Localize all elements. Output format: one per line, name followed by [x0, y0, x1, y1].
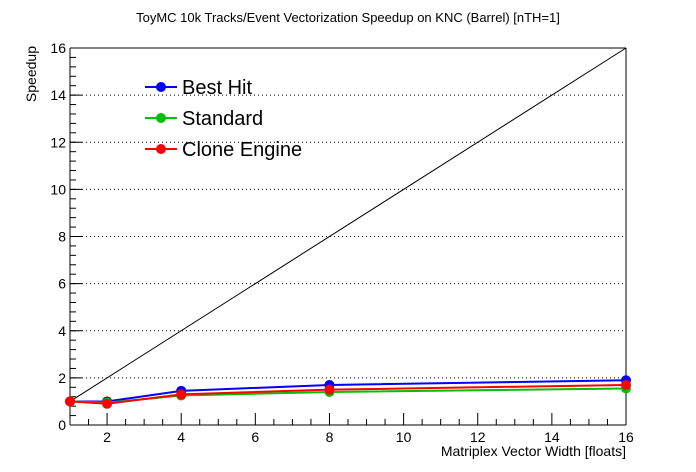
tick-labels: 0 2 4 6 8 10 12 14 16 2 4 6 8 10 12 14 16	[50, 40, 634, 445]
y-tick-label: 6	[58, 276, 66, 292]
x-tick-label: 16	[618, 429, 634, 445]
chart-title: ToyMC 10k Tracks/Event Vectorization Spe…	[136, 10, 560, 25]
y-axis-label: Speedup	[23, 46, 39, 102]
x-tick-label: 10	[396, 429, 412, 445]
legend-swatch-marker	[156, 144, 166, 154]
legend-label: Best Hit	[182, 77, 252, 99]
y-tick-label: 2	[58, 370, 66, 386]
y-tick-label: 10	[50, 181, 66, 197]
x-tick-label: 12	[470, 429, 486, 445]
data-point	[621, 379, 631, 390]
y-tick-label: 4	[58, 323, 66, 339]
y-tick-label: 8	[58, 229, 66, 245]
legend-label: Standard	[182, 108, 263, 130]
grid-lines	[70, 94, 626, 379]
legend-label: Clone Engine	[182, 139, 302, 161]
legend-swatch-marker	[156, 113, 166, 123]
x-tick-label: 14	[544, 429, 560, 445]
legend-swatch-marker	[156, 82, 166, 92]
reference-diagonal-line	[69, 47, 627, 402]
y-tick-label: 0	[58, 417, 66, 433]
series-group	[65, 375, 631, 409]
x-tick-label: 2	[103, 429, 111, 445]
data-point	[102, 398, 113, 409]
x-tick-label: 6	[251, 429, 259, 445]
y-tick-label: 16	[50, 40, 66, 56]
data-point	[324, 384, 335, 395]
data-point	[176, 389, 187, 400]
axis-ticks	[70, 47, 627, 426]
legend: Best Hit Standard Clone Engine	[145, 77, 302, 161]
x-axis-label: Matriplex Vector Width [floats]	[441, 443, 626, 459]
y-tick-label: 12	[50, 134, 66, 150]
y-tick-label: 14	[50, 87, 66, 103]
x-tick-label: 4	[177, 429, 185, 445]
x-tick-label: 8	[326, 429, 334, 445]
data-point	[65, 396, 75, 407]
